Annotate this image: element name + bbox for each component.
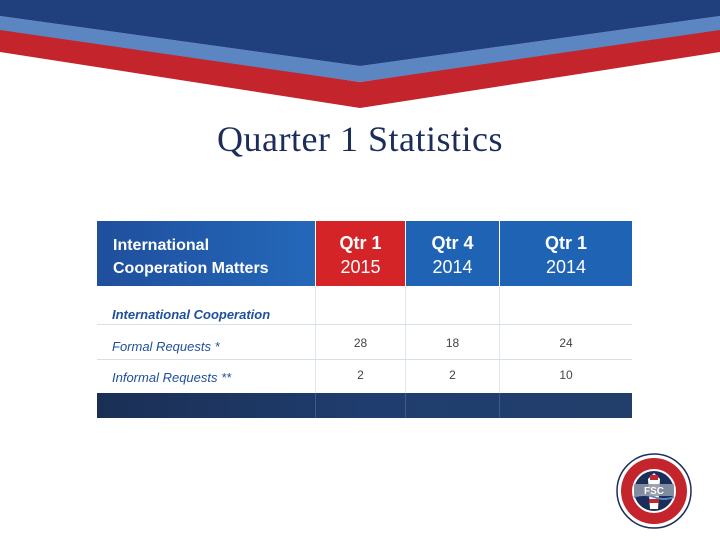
header-banner bbox=[0, 0, 720, 108]
banner-navy-stripe bbox=[0, 0, 720, 66]
table-cell: 2 bbox=[449, 368, 456, 382]
banner-light-blue-stripe bbox=[0, 16, 720, 82]
banner-red-stripe bbox=[0, 28, 720, 108]
row-divider bbox=[97, 359, 632, 360]
table-cell: 18 bbox=[445, 336, 460, 350]
table-footer-bar bbox=[97, 393, 632, 418]
row-divider bbox=[97, 324, 632, 325]
table-cell: 28 bbox=[353, 336, 368, 350]
section-label: International Cooperation bbox=[112, 307, 271, 322]
fsc-seal-logo: FSC bbox=[616, 453, 692, 529]
column-divider bbox=[405, 286, 406, 418]
table-header-title: International Cooperation Matters bbox=[97, 221, 315, 286]
table-cell: 2 bbox=[357, 368, 364, 382]
row-label-formal: Formal Requests * bbox=[112, 339, 220, 354]
column-header-qtr1-2015: Qtr 1 2015 bbox=[316, 221, 405, 286]
svg-text:FSC: FSC bbox=[644, 486, 664, 497]
header-title-line1: International bbox=[113, 237, 210, 254]
column-divider bbox=[499, 286, 500, 418]
table-cell: 24 bbox=[559, 336, 573, 350]
row-label-informal: Informal Requests ** bbox=[112, 370, 232, 385]
header-title-line2: Cooperation Matters bbox=[113, 260, 269, 277]
column-header-qtr1-2014: Qtr 1 2014 bbox=[500, 221, 632, 286]
table-cell: 10 bbox=[559, 368, 573, 382]
column-header-qtr4-2014: Qtr 4 2014 bbox=[406, 221, 499, 286]
statistics-table: International Cooperation Matters Qtr 1 … bbox=[97, 221, 632, 418]
slide-title: Quarter 1 Statistics bbox=[217, 119, 503, 159]
column-divider bbox=[315, 286, 316, 418]
